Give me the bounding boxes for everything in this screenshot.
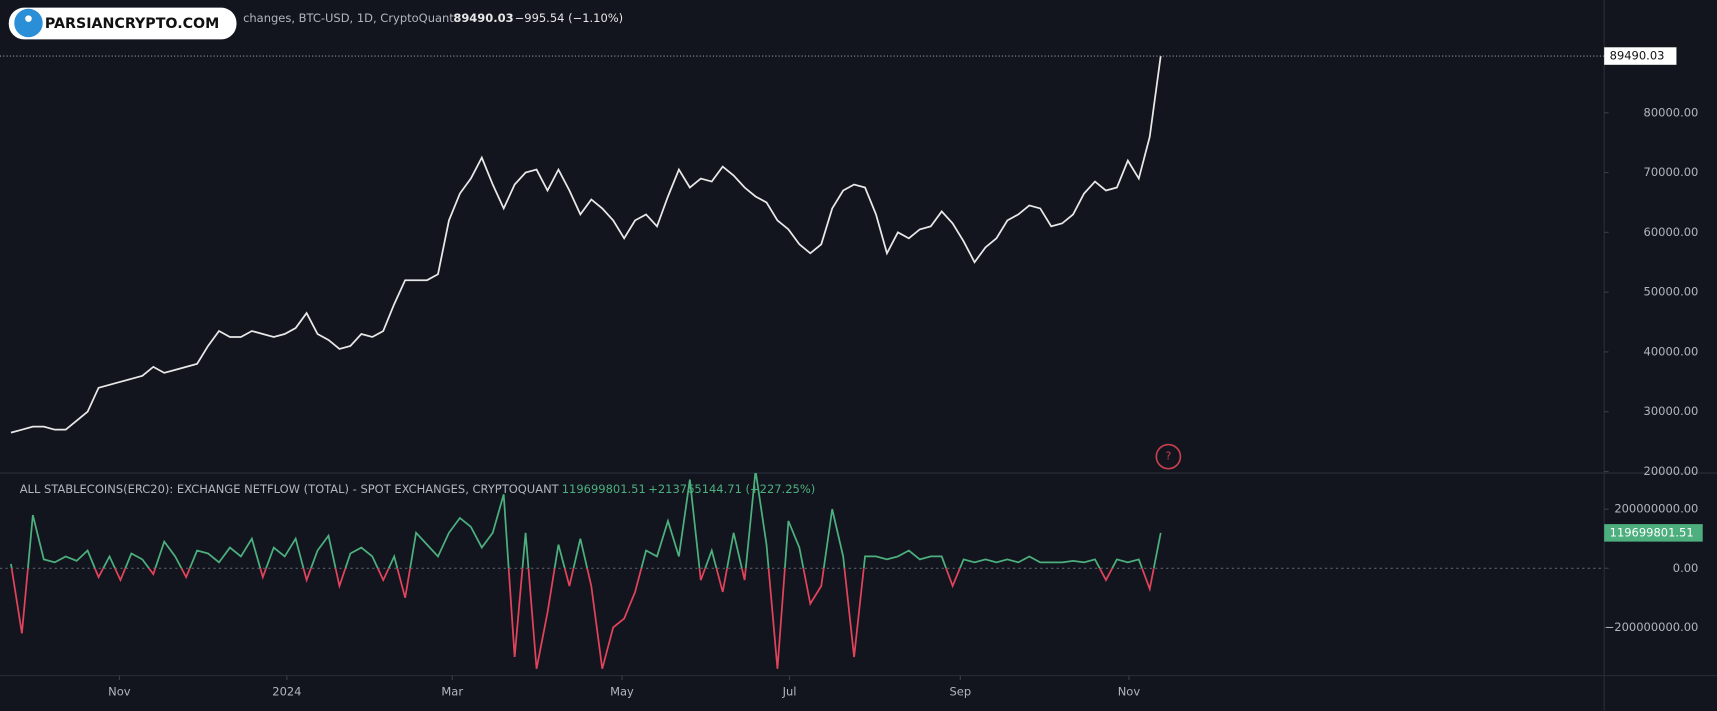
x-tick-label: Jul <box>782 685 797 699</box>
logo-icon-dot <box>25 15 32 22</box>
indicator-last: 119699801.51 <box>562 482 646 496</box>
last-value-label: 119699801.51 <box>1610 525 1694 539</box>
price-line <box>10 55 1162 434</box>
x-tick-label: Nov <box>108 685 131 699</box>
logo-icon <box>14 8 43 38</box>
y-tick-label: 30000.00 <box>1644 404 1699 418</box>
y-tick-label: −200000000.00 <box>1605 620 1699 634</box>
y-tick-label: 50000.00 <box>1644 285 1699 299</box>
help-icon[interactable] <box>1155 443 1182 470</box>
last-price: 89490.03 <box>453 11 513 25</box>
logo-text: PARSIANCRYPTO.COM <box>45 16 219 32</box>
x-tick-label: May <box>610 685 634 699</box>
last-value-box <box>1604 47 1677 65</box>
netflow-line-pos <box>10 473 1162 569</box>
y-tick-label: 200000000.00 <box>1614 502 1698 516</box>
y-tick-label: 80000.00 <box>1644 105 1699 119</box>
x-tick-label: Mar <box>441 685 463 699</box>
logo-pill <box>8 7 237 40</box>
y-tick-label: 70000.00 <box>1644 165 1699 179</box>
price-change: −995.54 (−1.10%) <box>515 11 624 25</box>
symbol: changes, BTC-USD, 1D, CryptoQuant <box>243 11 454 25</box>
indicator-change: +213765144.71 (+227.25%) <box>648 482 815 496</box>
y-tick-label: 20000.00 <box>1644 464 1699 478</box>
x-tick-label: 2024 <box>272 685 301 699</box>
last-value-label: 89490.03 <box>1610 49 1665 63</box>
y-tick-label: 0.00 <box>1673 561 1699 575</box>
last-value-box <box>1604 524 1703 542</box>
help-icon-text[interactable]: ? <box>1165 450 1171 463</box>
x-tick-label: Sep <box>949 685 971 699</box>
indicator-title: ALL STABLECOINS(ERC20): EXCHANGE NETFLOW… <box>20 482 560 496</box>
y-tick-label: 40000.00 <box>1644 344 1699 358</box>
y-tick-label: 60000.00 <box>1644 225 1699 239</box>
x-tick-label: Nov <box>1118 685 1141 699</box>
